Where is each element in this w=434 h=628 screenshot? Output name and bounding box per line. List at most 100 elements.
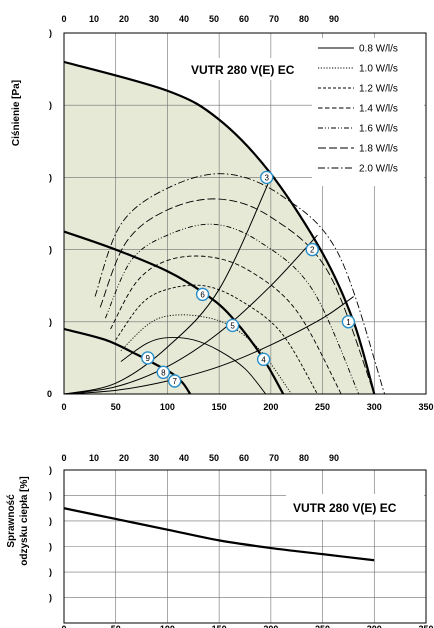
top-axis-tick-label: 20	[119, 14, 129, 24]
bottom-axis-tick-label: 50	[111, 624, 121, 628]
pressure-bottom-axis-ticks: 0 50 100 150 200 250 300 350	[61, 402, 433, 412]
system-curve	[64, 234, 318, 394]
bottom-axis-tick-label: 0	[61, 402, 66, 412]
legend-label: 1.6 W/l/s	[359, 124, 398, 135]
operating-point-label: 1	[346, 318, 351, 327]
legend-label: 1.0 W/l/s	[359, 64, 398, 75]
bottom-axis-tick-label: 350	[418, 402, 433, 412]
top-axis-tick-label: 0	[61, 453, 66, 463]
operating-point-marker	[195, 287, 210, 302]
top-axis-tick-label: 50	[209, 14, 219, 24]
efficiency-grid	[64, 470, 426, 623]
model-label-top: VUTR 280 V(E) EC	[191, 63, 295, 77]
model-label-bottom: VUTR 280 V(E) EC	[293, 501, 397, 515]
top-axis-tick-label: 40	[179, 453, 189, 463]
operating-point-label: 9	[146, 354, 151, 363]
operating-points: 1 2 3 4 5 6 78 9	[141, 170, 356, 388]
y-axis-tick-label: )	[49, 28, 52, 38]
bottom-axis-tick-label: 0	[61, 624, 66, 628]
operating-point-marker	[305, 242, 319, 257]
top-axis-tick-label: 70	[269, 14, 279, 24]
bottom-axis-tick-label: 200	[263, 624, 278, 628]
top-axis-tick-label: 30	[149, 453, 159, 463]
y-axis-tick-label: )	[49, 100, 52, 110]
pressure-plot-frame	[63, 32, 427, 395]
operating-point-label: 5	[230, 321, 235, 330]
top-axis-tick-label: 90	[329, 453, 339, 463]
efficiency-chart: 0 10 20 30 40 50 60 70 80 90 0 50 100 150 200 250 300 35…	[6, 453, 434, 628]
top-axis-tick-label: 50	[209, 453, 219, 463]
bottom-axis-tick-label: 300	[367, 624, 382, 628]
operating-point-marker	[167, 374, 182, 388]
model-label-bg-bottom	[286, 494, 424, 520]
y-axis-tick-label: )	[49, 516, 52, 526]
y-axis-tick-label: )	[49, 172, 52, 182]
sfp-curve	[99, 198, 375, 394]
y-axis-tick-label: )	[49, 245, 52, 255]
legend: 0.8 W/l/s 1.0 W/l/s 1.2 W/l/s 1.4 W/l/s 1.6 …	[318, 44, 398, 175]
fan-curve	[64, 327, 192, 394]
model-label-bg-top	[184, 58, 314, 80]
efficiency-line	[64, 507, 375, 562]
legend-label: 1.8 W/l/s	[359, 144, 398, 155]
operating-point-marker	[341, 315, 356, 329]
y-axis-tick-label: )	[49, 592, 52, 602]
y-axis-tick-label: 0	[47, 389, 52, 399]
operating-point-marker	[141, 351, 155, 365]
system-curve	[64, 296, 354, 394]
legend-label: 0.8 W/l/s	[359, 44, 398, 55]
operating-point-label: 8	[161, 368, 166, 377]
system-curves	[64, 177, 354, 394]
sfp-curve	[120, 337, 267, 394]
operating-point-marker	[225, 318, 240, 333]
bottom-axis-tick-label: 100	[160, 402, 175, 412]
operating-point-label: 3	[264, 173, 269, 182]
system-curve	[64, 177, 272, 394]
efficiency-plot-frame	[63, 469, 427, 624]
top-axis-tick-label: 10	[89, 14, 99, 24]
efficiency-top-axis-ticks: 0 10 20 30 40 50 60 70 80 90	[61, 453, 339, 463]
sfp-curve	[110, 255, 342, 394]
bottom-axis-tick-label: 200	[263, 402, 278, 412]
top-axis-tick-label: 70	[269, 453, 279, 463]
bottom-axis-tick-label: 150	[212, 402, 227, 412]
sfp-curve	[94, 173, 386, 394]
sfp-curve	[104, 223, 360, 394]
legend-label: 2.0 W/l/s	[359, 164, 398, 175]
top-axis-tick-label: 90	[329, 14, 339, 24]
bottom-axis-tick-label: 250	[315, 624, 330, 628]
bottom-axis-tick-label: 350	[418, 624, 433, 628]
top-axis-tick-label: 60	[239, 453, 249, 463]
bottom-axis-tick-label: 100	[160, 624, 175, 628]
operating-point-label: 4	[261, 355, 266, 364]
y-axis-tick-label: )	[49, 317, 52, 327]
pressure-y-axis-ticks: ))))) 0	[47, 28, 52, 399]
y-axis-tick-label: )	[49, 542, 52, 552]
bottom-axis-tick-label: 250	[315, 402, 330, 412]
efficiency-y-axis-label-line2: odzysku ciepła [%]	[19, 476, 30, 565]
legend-label: 1.4 W/l/s	[359, 104, 398, 115]
top-axis-tick-label: 40	[179, 14, 189, 24]
operating-point-marker	[156, 365, 170, 380]
bottom-axis-tick-label: 50	[111, 402, 121, 412]
y-axis-tick-label: )	[49, 465, 52, 475]
efficiency-y-axis-ticks: ))))))	[49, 465, 52, 602]
pressure-chart: 1 2 3 4 5 6 78 9 0 10 20 30 40 50 60 70 80 90 0 50 100 150 2…	[11, 14, 434, 412]
bottom-axis-tick-label: 300	[367, 402, 382, 412]
legend-label: 1.2 W/l/s	[359, 84, 398, 95]
legend-bg	[312, 38, 424, 186]
sfp-curve	[120, 314, 292, 394]
y-axis-tick-label: )	[49, 491, 52, 501]
y-axis-tick-label: )	[49, 567, 52, 577]
top-axis-tick-label: 30	[149, 14, 159, 24]
top-axis-tick-label: 10	[89, 453, 99, 463]
top-axis-tick-label: 80	[299, 453, 309, 463]
operating-point-label: 7	[172, 377, 177, 386]
sfp-curves	[94, 173, 386, 394]
sfp-curve	[115, 284, 318, 394]
operating-point-label: 6	[200, 290, 205, 299]
operating-point-label: 2	[310, 246, 315, 255]
operating-point-marker	[260, 170, 274, 185]
operating-point-marker	[256, 352, 271, 367]
